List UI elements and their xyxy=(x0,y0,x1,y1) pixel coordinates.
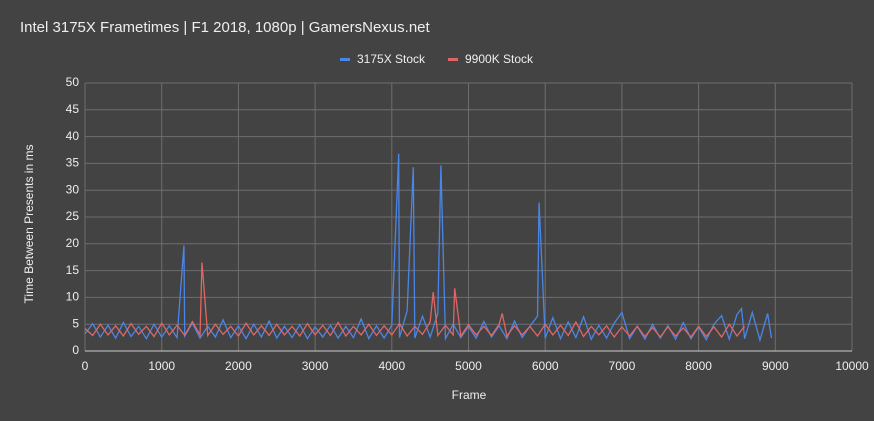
x-tick-label: 7000 xyxy=(609,359,636,373)
series-line xyxy=(84,262,746,339)
y-tick-label: 25 xyxy=(66,209,80,223)
y-tick-label: 50 xyxy=(66,75,80,89)
y-tick-label: 40 xyxy=(66,129,80,143)
y-tick-label: 45 xyxy=(66,102,80,116)
legend-swatch xyxy=(340,58,350,61)
y-tick-label: 0 xyxy=(72,343,79,357)
x-tick-label: 4000 xyxy=(378,359,405,373)
x-tick-label: 0 xyxy=(82,359,89,373)
x-tick-label: 8000 xyxy=(685,359,712,373)
y-tick-label: 10 xyxy=(66,290,80,304)
y-tick-label: 5 xyxy=(72,316,79,330)
x-tick-label: 1000 xyxy=(148,359,175,373)
y-tick-label: 20 xyxy=(66,236,80,250)
series-line xyxy=(84,153,773,343)
y-axis-title: Time Between Presents in ms xyxy=(22,145,36,304)
y-tick-label: 35 xyxy=(66,156,80,170)
legend-label: 3175X Stock xyxy=(357,52,426,66)
x-tick-label: 9000 xyxy=(762,359,789,373)
y-tick-label: 15 xyxy=(66,263,80,277)
x-tick-label: 3000 xyxy=(302,359,329,373)
legend-label: 9900K Stock xyxy=(465,52,534,66)
legend-swatch xyxy=(448,58,458,61)
y-tick-label: 30 xyxy=(66,182,80,196)
x-tick-label: 6000 xyxy=(532,359,559,373)
x-axis-title: Frame xyxy=(452,388,487,402)
x-tick-label: 10000 xyxy=(835,359,869,373)
chart-title: Intel 3175X Frametimes | F1 2018, 1080p … xyxy=(20,19,430,36)
x-tick-label: 2000 xyxy=(225,359,252,373)
x-tick-label: 5000 xyxy=(455,359,482,373)
